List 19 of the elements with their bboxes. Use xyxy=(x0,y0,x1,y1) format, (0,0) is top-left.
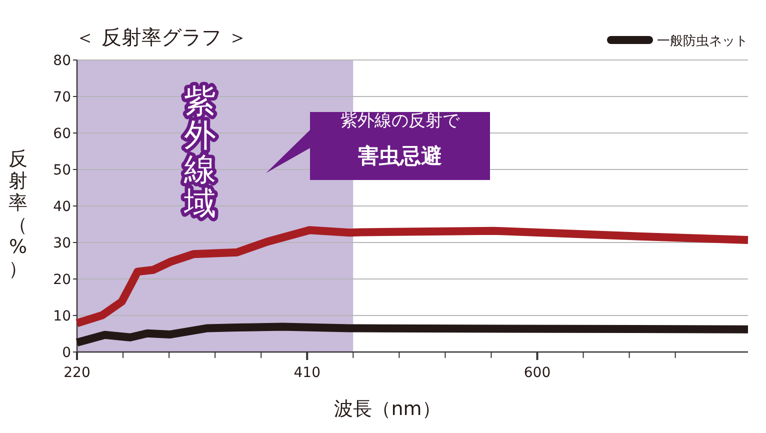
y-axis-title: 反射率（%） xyxy=(8,148,28,280)
x-axis-title: 波長（nm） xyxy=(334,398,441,420)
x-tick-label: 600 xyxy=(524,365,551,381)
band-label: 紫外線域 xyxy=(183,82,216,222)
legend-label: 一般防虫ネット xyxy=(657,34,748,49)
y-tick-label: 80 xyxy=(53,53,71,69)
y-tick-label: 10 xyxy=(53,308,71,324)
annotation: 害虫忌避 xyxy=(358,144,442,168)
chart-title: ＜ 反射率グラフ ＞ xyxy=(75,25,248,49)
y-tick-label: 40 xyxy=(53,199,71,215)
y-tick-label: 20 xyxy=(53,272,71,288)
y-tick-label: 70 xyxy=(53,90,71,106)
y-tick-label: 50 xyxy=(53,162,71,178)
x-tick-label: 220 xyxy=(64,365,90,381)
y-tick-label: 0 xyxy=(62,345,71,361)
y-tick-label: 30 xyxy=(53,236,71,252)
y-tick-label: 60 xyxy=(53,126,71,142)
x-tick-label: 410 xyxy=(294,365,320,381)
annotation: 紫外線の反射で xyxy=(340,111,460,131)
